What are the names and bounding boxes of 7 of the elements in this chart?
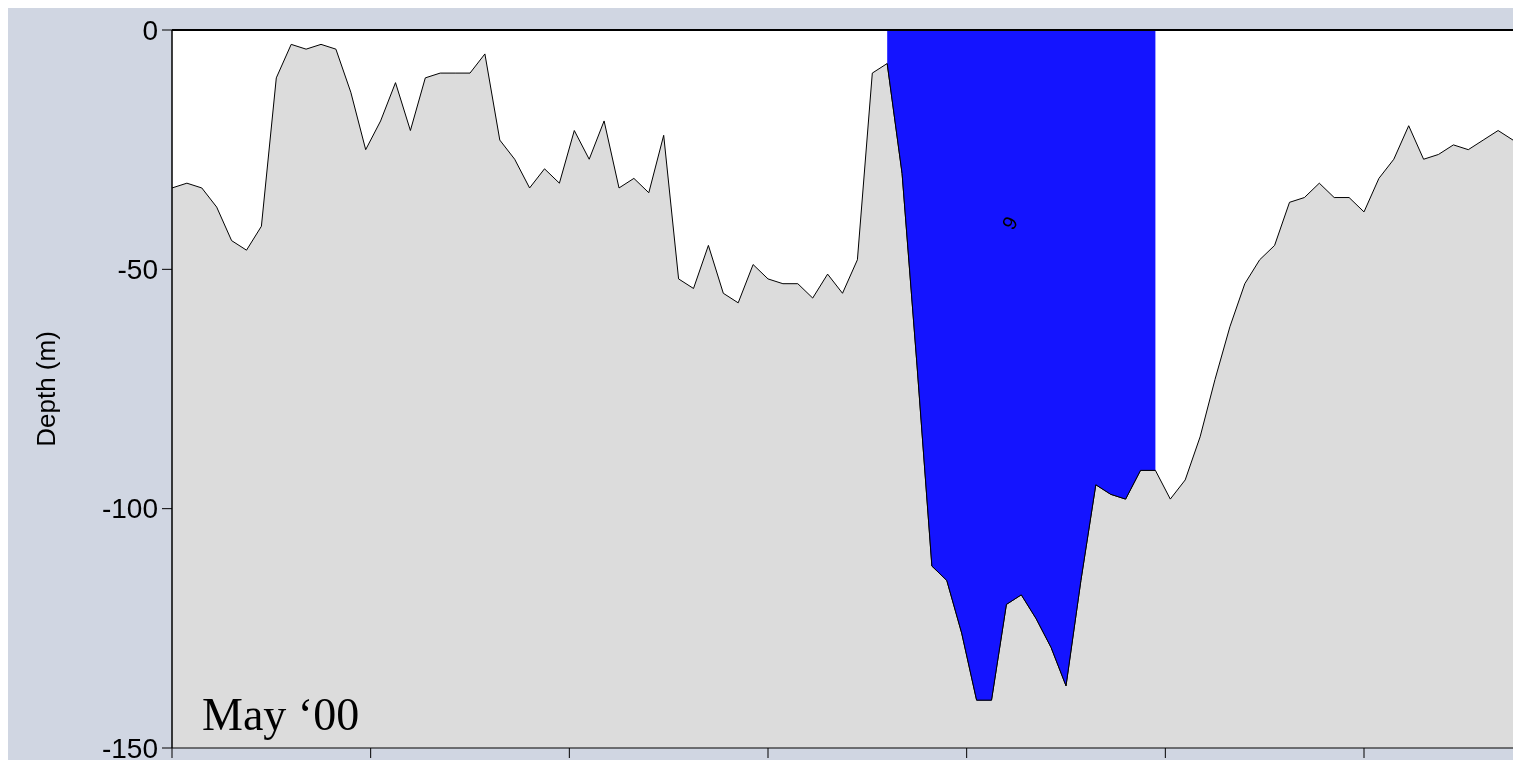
y-tick-label: -50 — [117, 253, 158, 285]
y-axis-title: Depth (m) — [30, 331, 61, 447]
annotation: 9 — [997, 212, 1023, 234]
annotation: May ‘00 — [202, 689, 360, 740]
y-tick-label: -150 — [101, 732, 158, 760]
y-tick-label: 0 — [142, 14, 158, 46]
y-tick-label: -100 — [101, 493, 158, 525]
